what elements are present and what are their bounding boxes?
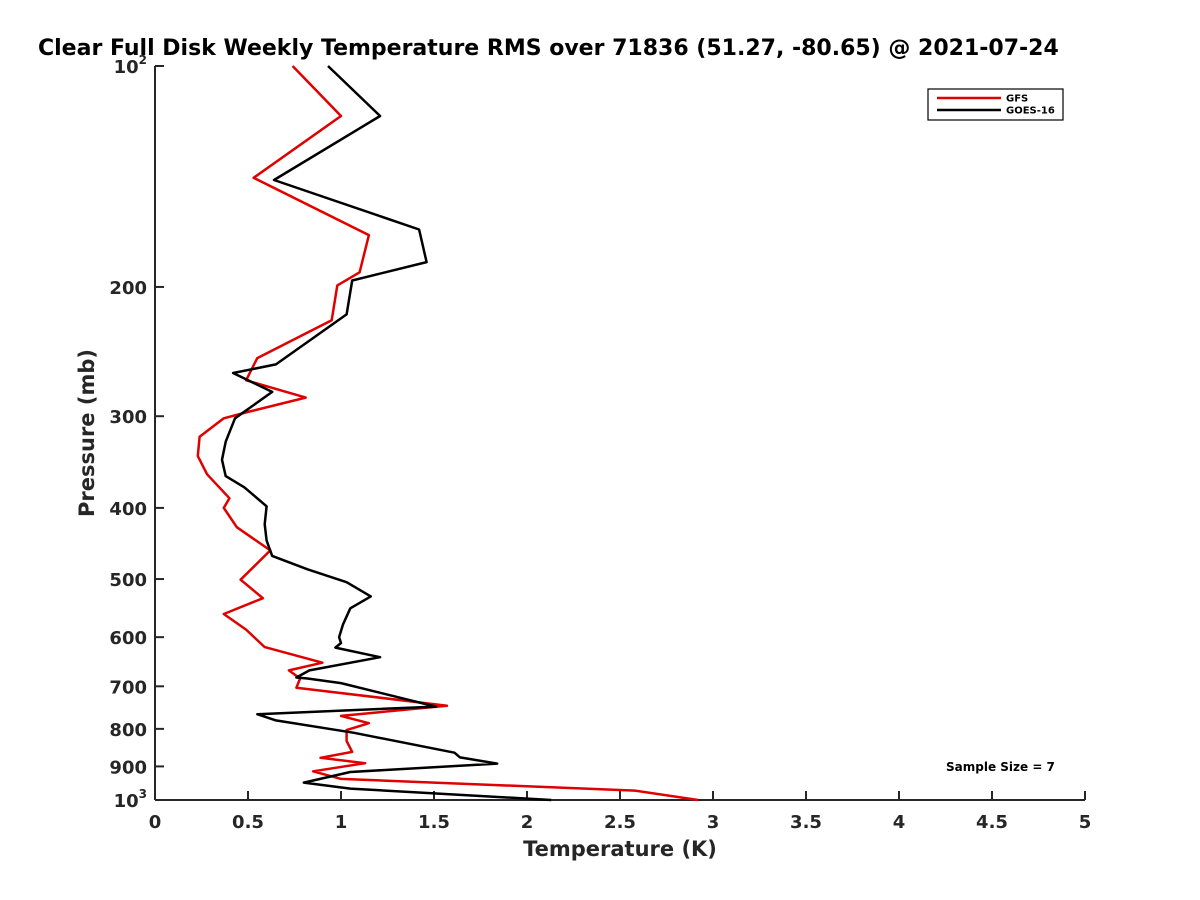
y-tick-label: 300 [109,407,147,428]
chart-title: Clear Full Disk Weekly Temperature RMS o… [38,36,1059,61]
legend-label-gfs: GFS [1006,94,1028,105]
series-line-gfs [196,65,699,802]
x-tick-label: 3 [707,812,720,833]
y-ticks: 102 200 300 400 500 600 700 800 900 103 [109,53,164,812]
x-tick-label: 4 [893,812,906,833]
y-tick-label: 600 [109,628,147,649]
legend-box [927,88,1064,121]
plot-area: 0 0.5 1 1.5 2 2.5 3 3.5 4 4.5 5 102 200 300 400 500 600… [109,53,1091,833]
x-tick-label: 2.5 [604,812,636,833]
x-tick-label: 1.5 [418,812,450,833]
y-tick-label: 500 [109,570,147,591]
y-axis-label: Pressure (mb) [75,349,99,517]
x-axis-label: Temperature (K) [523,837,717,861]
legend: GFS GOES-16 [927,88,1064,121]
x-tick-label: 0.5 [232,812,264,833]
x-tick-label: 0 [149,812,162,833]
sample-size-annotation: Sample Size = 7 [946,760,1055,774]
y-tick-label: 800 [109,720,147,741]
y-tick-label: 900 [109,757,147,778]
x-tick-label: 3.5 [790,812,822,833]
series-lines [196,65,699,802]
x-ticks: 0 0.5 1 1.5 2 2.5 3 3.5 4 4.5 5 [149,791,1092,833]
y-tick-label: 200 [109,278,147,299]
x-tick-label: 5 [1079,812,1092,833]
x-tick-label: 1 [335,812,348,833]
y-tick-label: 103 [114,787,147,812]
series-line-goes16 [220,65,552,802]
y-tick-label: 700 [109,677,147,698]
x-tick-label: 2 [521,812,534,833]
y-tick-label: 102 [114,53,147,78]
y-tick-label: 400 [109,499,147,520]
legend-label-goes16: GOES-16 [1006,106,1055,117]
x-tick-label: 4.5 [976,812,1008,833]
